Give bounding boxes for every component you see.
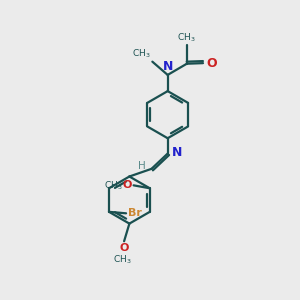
Text: Br: Br [128,208,142,218]
Text: H: H [138,161,146,172]
Text: O: O [123,180,132,190]
Text: CH$_3$: CH$_3$ [132,48,151,60]
Text: CH$_3$: CH$_3$ [113,254,132,266]
Text: N: N [163,60,173,74]
Text: CH$_3$: CH$_3$ [178,31,196,44]
Text: O: O [207,57,218,70]
Text: CH$_3$: CH$_3$ [104,179,122,192]
Text: O: O [119,243,129,253]
Text: N: N [172,146,182,159]
